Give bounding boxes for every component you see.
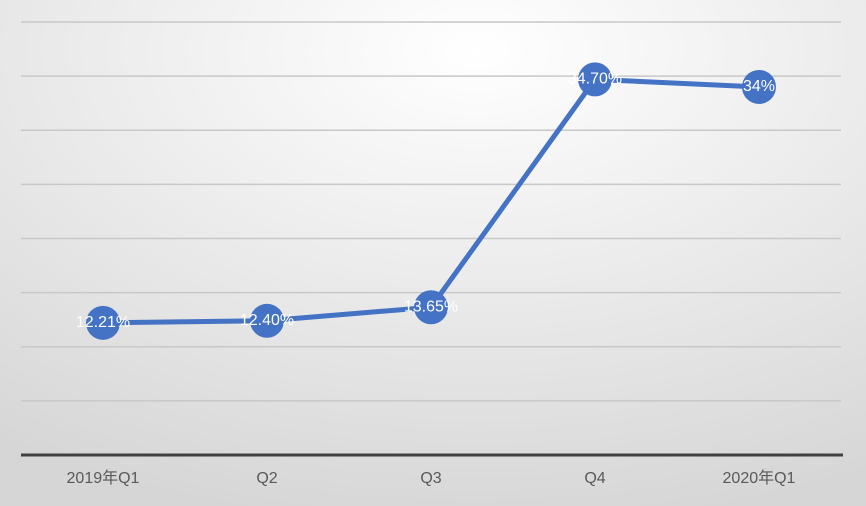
x-tick-label: 2020年Q1 bbox=[723, 469, 796, 487]
data-label: 34.70% bbox=[568, 71, 622, 88]
data-label: 12.40% bbox=[240, 312, 294, 329]
marker bbox=[578, 62, 612, 97]
marker bbox=[414, 290, 448, 325]
x-tick-label: 2019年Q1 bbox=[67, 469, 140, 487]
x-tick-label: Q3 bbox=[420, 470, 441, 487]
x-tick-label: Q4 bbox=[584, 470, 605, 487]
marker bbox=[250, 303, 284, 338]
data-label: 13.65% bbox=[404, 298, 458, 315]
x-tick-label: Q2 bbox=[256, 470, 277, 487]
marker bbox=[86, 305, 120, 340]
data-label: 34% bbox=[743, 78, 775, 95]
data-label: 12.21% bbox=[76, 314, 130, 331]
marker bbox=[742, 69, 776, 104]
